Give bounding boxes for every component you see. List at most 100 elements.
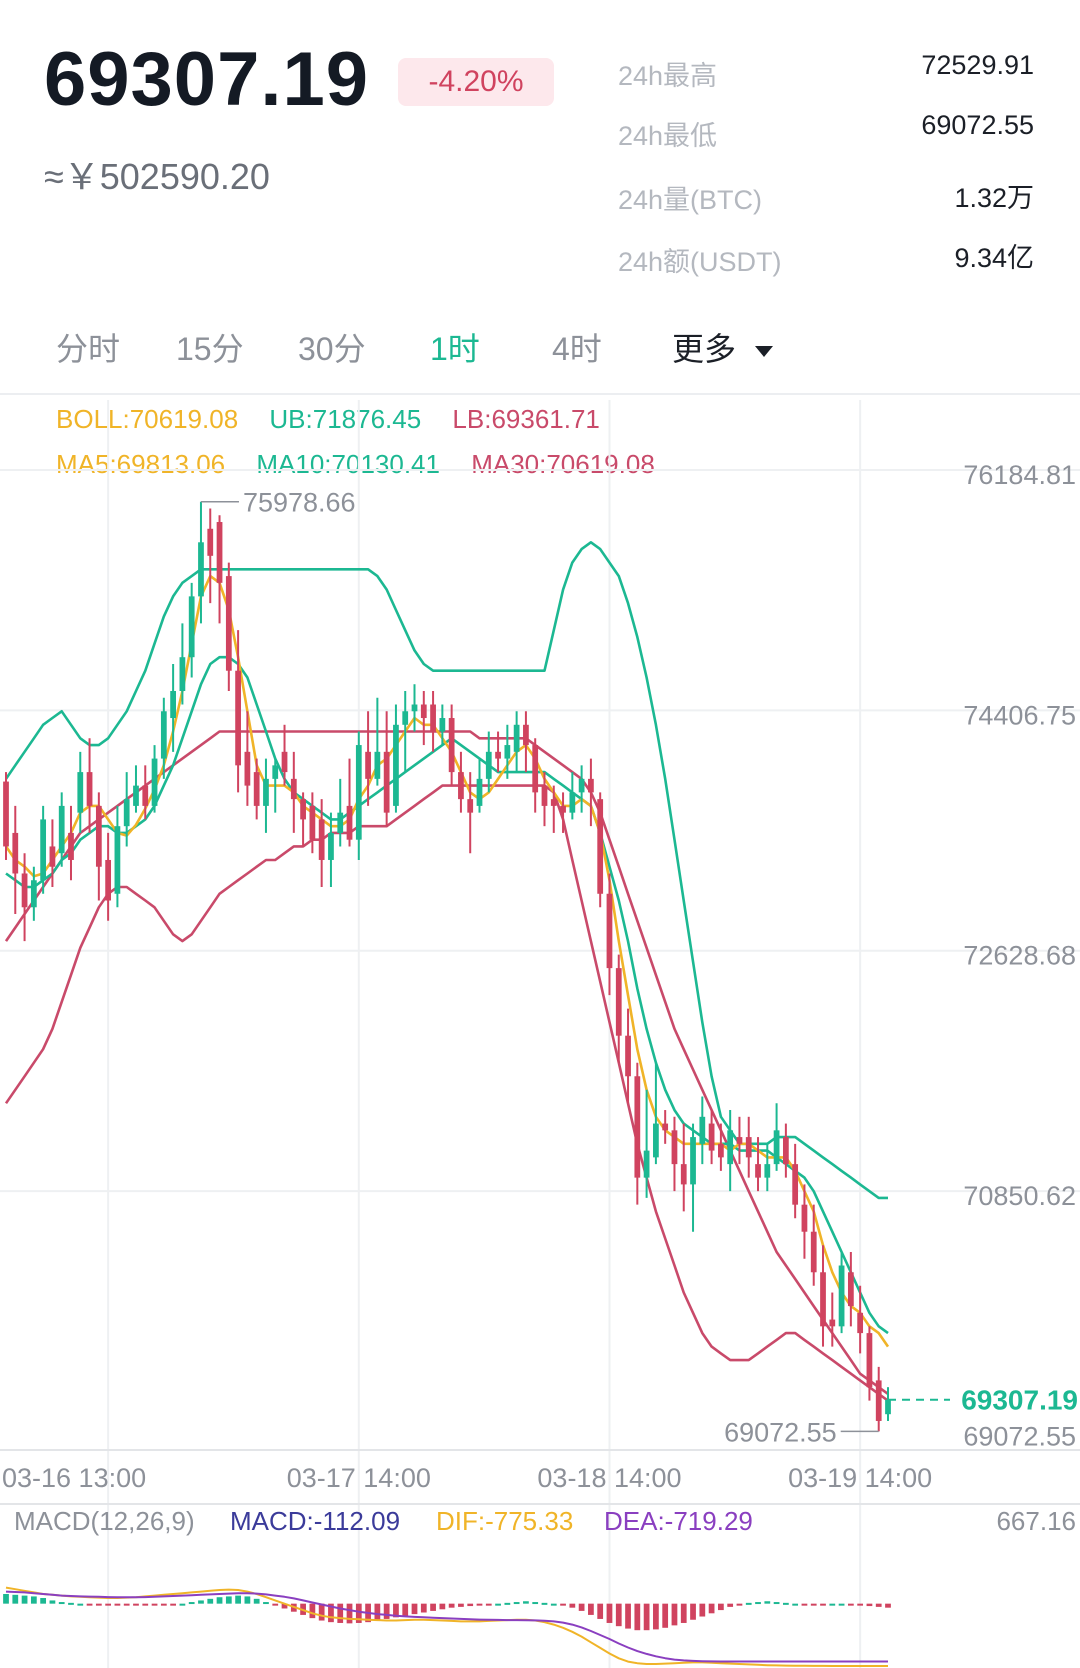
- change-badge: -4.20%: [398, 58, 554, 106]
- macd-histogram-bar: [151, 1603, 158, 1606]
- stat-label-volume: 24h量(BTC): [618, 185, 763, 215]
- candle-body: [133, 785, 139, 806]
- ma10-value: MA10:70130.41: [256, 449, 440, 479]
- interval-tabs: 分时 15分 30分 1时 4时 更多: [0, 300, 1080, 390]
- macd-histogram-bar: [170, 1603, 176, 1606]
- candle-body: [281, 751, 288, 773]
- macd-histogram-bar: [40, 1598, 47, 1604]
- macd-histogram-bar: [653, 1603, 659, 1630]
- candle-body: [523, 724, 529, 746]
- macd-histogram-bar: [847, 1603, 854, 1606]
- x-tick-label: 03-19 14:00: [788, 1463, 932, 1493]
- candle-body: [588, 778, 594, 793]
- candle-body: [625, 1035, 631, 1077]
- candle-body: [68, 832, 74, 860]
- candle-body: [541, 785, 548, 806]
- candle-body: [272, 765, 279, 779]
- candle-body: [170, 690, 176, 719]
- candle-body: [727, 1130, 734, 1165]
- candle-body: [773, 1130, 780, 1165]
- candle-body: [755, 1164, 761, 1178]
- tab-more[interactable]: 更多: [672, 324, 773, 370]
- stat-value-low: 69072.55: [921, 110, 1034, 140]
- macd-histogram-bar: [160, 1603, 167, 1606]
- ma-legend: MA5:69813.06 MA10:70130.41 MA30:70619.08: [56, 449, 655, 480]
- candle-body: [718, 1143, 724, 1158]
- candle-body: [690, 1137, 696, 1185]
- candle-body: [680, 1164, 687, 1185]
- macd-y-tick: 667.16: [996, 1506, 1076, 1536]
- candle-body: [458, 772, 464, 800]
- dea-line: [5, 1590, 888, 1663]
- candle-body: [411, 704, 418, 712]
- macd-histogram-bar: [123, 1603, 130, 1606]
- macd-histogram-bar: [485, 1603, 492, 1606]
- price-chart[interactable]: 76184.81 74406.75 72628.68 70850.62 75978.66…: [0, 400, 1080, 1668]
- macd-histogram-bar: [439, 1603, 446, 1610]
- macd-histogram-bar: [383, 1603, 390, 1619]
- high-label: 75978.66: [243, 488, 356, 518]
- macd-histogram-bar: [495, 1603, 501, 1606]
- candle-body: [337, 812, 344, 833]
- stat-value-turnover: 9.34亿: [954, 243, 1034, 273]
- macd-histogram-bar: [764, 1601, 771, 1604]
- macd-histogram-bar: [77, 1603, 84, 1606]
- candle-body: [513, 724, 520, 752]
- tab-more-label: 更多: [672, 331, 737, 367]
- boll-value: BOLL:70619.08: [56, 404, 239, 434]
- boll-mid-line: [4, 730, 889, 1395]
- cny-price: ≈￥502590.20: [44, 156, 270, 197]
- macd-histogram-bar: [857, 1603, 864, 1606]
- macd-histogram-bar: [458, 1603, 464, 1607]
- tab-30m[interactable]: 30分: [298, 331, 366, 367]
- macd-histogram-bar: [337, 1603, 344, 1623]
- candle-body: [485, 751, 492, 779]
- macd-histogram-bar: [188, 1602, 195, 1605]
- macd-histogram-bar: [532, 1602, 539, 1605]
- candle-body: [578, 778, 585, 793]
- candle-body: [532, 745, 539, 793]
- candle-body: [634, 1076, 641, 1178]
- candle-body: [188, 596, 195, 658]
- ub-value: UB:71876.45: [269, 404, 422, 434]
- tab-4h[interactable]: 4时: [552, 331, 602, 367]
- stat-value-high: 72529.91: [921, 50, 1034, 80]
- dif-line: [5, 1586, 888, 1667]
- macd-histogram-bar: [309, 1603, 316, 1619]
- tab-timeline[interactable]: 分时: [56, 331, 121, 367]
- ma5-line: [4, 574, 890, 1348]
- tab-1h[interactable]: 1时: [430, 331, 480, 367]
- candle-body: [653, 1123, 659, 1158]
- macd-histogram-bar: [225, 1596, 232, 1604]
- candle-body: [597, 799, 604, 894]
- y-tick-label-low: 69072.55: [963, 1422, 1076, 1452]
- boll-legend: BOLL:70619.08 UB:71876.45 LB:69361.71: [56, 404, 600, 435]
- candle-body: [439, 718, 446, 732]
- macd-histogram-bar: [504, 1602, 511, 1605]
- macd-histogram-bar: [699, 1603, 706, 1617]
- dif-value: DIF:-775.33: [436, 1506, 573, 1536]
- candle-body: [374, 751, 381, 779]
- macd-histogram-bar: [3, 1594, 9, 1604]
- candle-body: [875, 1380, 882, 1421]
- macd-histogram-bar: [745, 1602, 752, 1605]
- candle-body: [290, 778, 297, 800]
- stat-label-high: 24h最高: [618, 61, 718, 91]
- macd-histogram-bar: [402, 1603, 409, 1616]
- candle-body: [430, 704, 436, 732]
- boll-lower-line: [4, 784, 889, 1402]
- stat-label-low: 24h最低: [618, 121, 718, 151]
- macd-histogram-bar: [838, 1603, 845, 1606]
- tab-15m[interactable]: 15分: [176, 331, 244, 367]
- candle-body: [857, 1312, 864, 1334]
- macd-histogram-bar: [467, 1603, 474, 1607]
- candle-body: [467, 799, 474, 813]
- macd-histogram-bar: [801, 1603, 808, 1606]
- stat-label-turnover: 24h额(USDT): [618, 247, 782, 277]
- macd-histogram-bar: [95, 1603, 102, 1606]
- candle-body: [95, 805, 102, 867]
- macd-histogram-bar: [12, 1594, 19, 1604]
- macd-histogram-bar: [829, 1603, 836, 1606]
- macd-histogram-bar: [244, 1596, 251, 1604]
- macd-histogram-bar: [708, 1603, 715, 1614]
